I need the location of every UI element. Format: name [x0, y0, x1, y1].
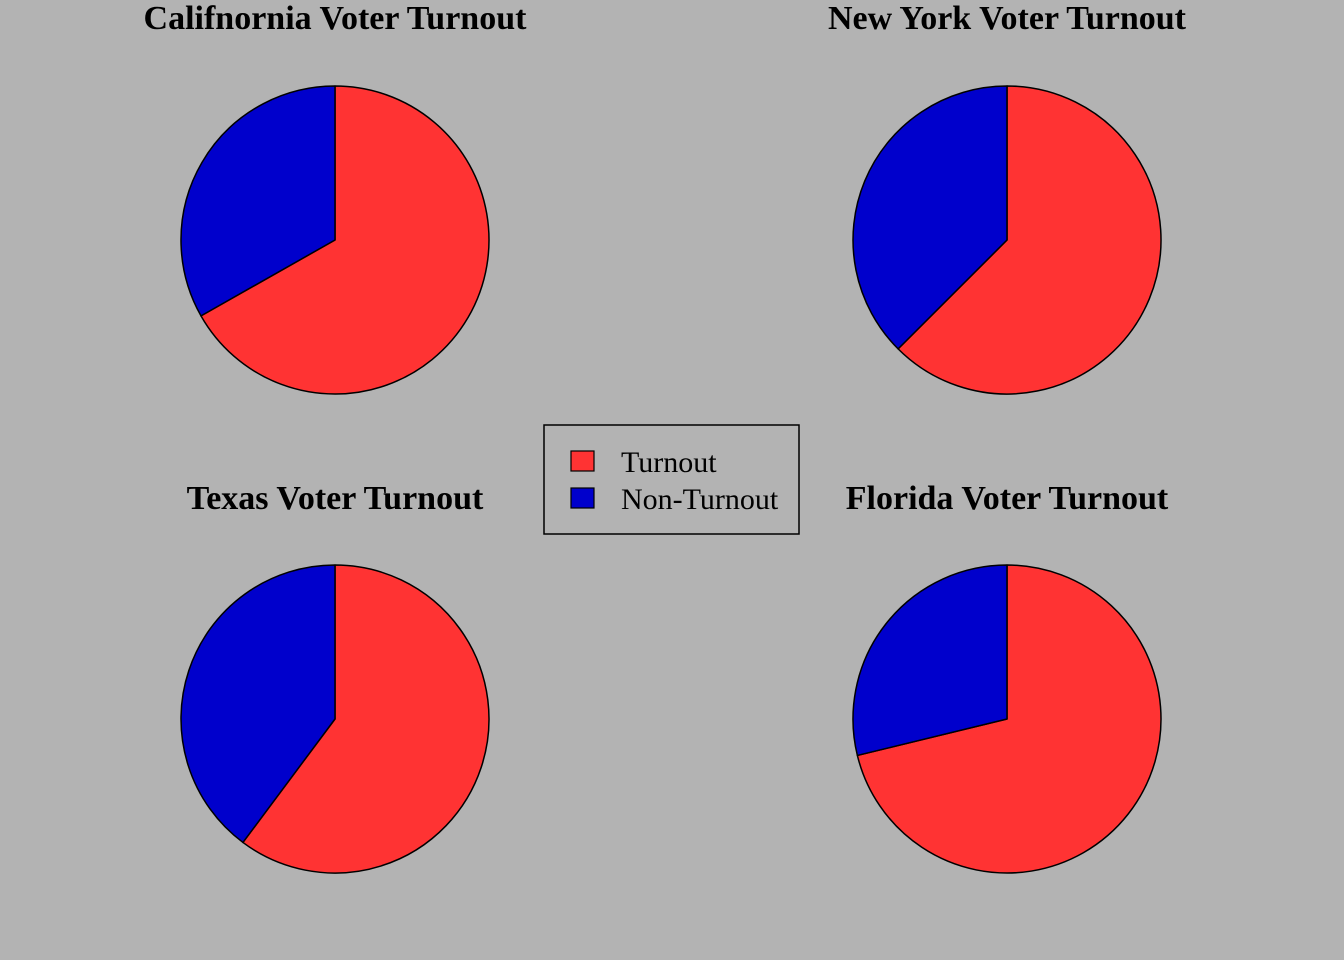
legend: Turnout Non-Turnout: [543, 424, 800, 535]
pie-florida: [852, 564, 1162, 874]
legend-label-non-turnout: Non-Turnout: [621, 483, 779, 516]
pie-panel-texas: Texas Voter Turnout: [180, 480, 490, 874]
chart-title-texas: Texas Voter Turnout: [187, 480, 484, 517]
pie-slice-non-turnout: [852, 564, 1008, 757]
pie-new-york: [852, 85, 1162, 395]
pie-slice-turnout: [897, 85, 1162, 395]
pie-slice-turnout: [200, 85, 490, 395]
pie-slice-non-turnout: [180, 564, 336, 844]
pie-panel-florida: Florida Voter Turnout: [846, 480, 1169, 874]
pie-panel-california: Califnornia Voter Turnout: [144, 0, 528, 395]
pie-texas: [180, 564, 490, 874]
legend-swatch-non-turnout: [570, 487, 595, 509]
chart-title-florida: Florida Voter Turnout: [846, 480, 1169, 517]
pie-panel-new-york: New York Voter Turnout: [828, 0, 1187, 395]
chart-title-new-york: New York Voter Turnout: [828, 0, 1187, 37]
pie-slice-turnout: [856, 564, 1162, 874]
legend-swatch-turnout: [570, 450, 595, 472]
pie-slice-turnout: [242, 564, 490, 874]
pie-california: [180, 85, 490, 395]
legend-label-turnout: Turnout: [621, 446, 717, 479]
pie-slice-non-turnout: [180, 85, 336, 317]
pie-slice-non-turnout: [852, 85, 1008, 350]
chart-title-california: Califnornia Voter Turnout: [144, 0, 528, 37]
legend-box: [543, 424, 800, 535]
